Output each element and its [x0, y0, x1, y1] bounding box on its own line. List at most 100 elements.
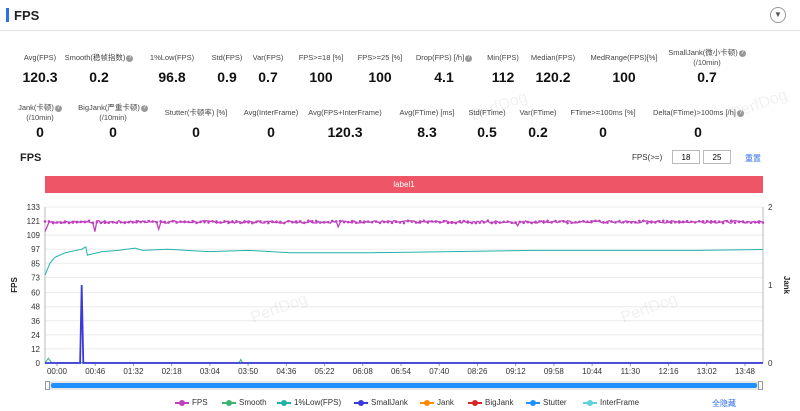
x-tick-label: 08:26 — [467, 367, 488, 376]
fps-point — [47, 220, 51, 223]
fps-point — [131, 221, 135, 224]
x-tick-label: 02:18 — [162, 367, 183, 376]
fps-point — [458, 220, 462, 223]
fps-point — [402, 221, 406, 225]
fps-point — [382, 220, 386, 224]
help-icon[interactable]: ? — [140, 104, 148, 112]
metric-metrics_row1-5: FPS>=18 [%] 100 — [276, 53, 366, 85]
fps-point — [701, 220, 705, 223]
x-tick-label: 09:12 — [506, 367, 527, 376]
legend-swatch-icon — [420, 399, 434, 407]
help-icon[interactable]: ? — [54, 104, 62, 112]
fps-point — [171, 219, 174, 223]
metric-label: Delta(FTime)>100ms [/h]? — [653, 108, 744, 118]
reset-button[interactable]: 重置 — [745, 154, 761, 163]
fps-point — [693, 221, 697, 224]
help-icon[interactable]: ? — [736, 109, 744, 117]
metric-value: 0.2 — [89, 69, 109, 85]
y-tick-label: 109 — [27, 231, 41, 240]
legend-label: InterFrame — [600, 398, 640, 407]
legend-item[interactable]: SmallJank — [354, 398, 408, 407]
fps-point — [462, 219, 466, 223]
legend-item[interactable]: 1%Low(FPS) — [277, 398, 341, 407]
time-range-scrollbar[interactable] — [45, 381, 763, 390]
metric-value: 4.1 — [434, 69, 454, 85]
metric-label: FPS>=25 [%] — [335, 53, 425, 63]
fps-point — [291, 220, 294, 224]
fps-point — [243, 220, 246, 224]
fps-threshold-2-input[interactable] — [703, 150, 731, 164]
fps-point — [115, 221, 119, 225]
fps-point — [310, 219, 314, 223]
metric-label: Stutter(卡顿率) [%] — [151, 108, 241, 118]
metric-metrics_row1-6: FPS>=25 [%] 100 — [335, 53, 425, 85]
fps-point — [733, 221, 737, 225]
scrollbar-right-handle[interactable] — [758, 381, 763, 390]
legend-item[interactable]: InterFrame — [583, 398, 639, 407]
scrollbar-left-handle[interactable] — [45, 381, 50, 390]
fps-point — [143, 220, 147, 224]
fps-point — [187, 220, 190, 224]
legend-label: FPS — [192, 398, 208, 407]
fps-point — [582, 219, 585, 223]
fps-point — [43, 220, 47, 223]
fps-threshold-label: FPS(>=) — [632, 153, 663, 162]
fps-point — [681, 220, 685, 224]
fps-point — [179, 220, 182, 223]
fps-point — [434, 220, 438, 223]
y-tick-label: 48 — [31, 303, 40, 312]
collapse-chevron-icon[interactable]: ▼ — [770, 7, 786, 23]
fps-point — [107, 221, 111, 225]
metric-label-unit: (/10min) — [693, 58, 721, 67]
metric-label: FPS>=18 [%] — [276, 53, 366, 63]
fps-threshold-1-input[interactable] — [672, 150, 700, 164]
section-title: FPS — [14, 8, 40, 23]
fps-point — [498, 221, 502, 224]
label-bar[interactable]: label1 — [45, 176, 763, 193]
hide-all-legend-button[interactable]: 全隐藏 — [712, 399, 736, 408]
series-line-1-low-fps- — [44, 246, 764, 276]
fps-point — [646, 221, 649, 225]
fps-point — [366, 220, 370, 223]
fps-point — [211, 219, 214, 223]
fps-point — [466, 220, 470, 223]
help-icon[interactable]: ? — [738, 49, 746, 57]
metric-value: 112 — [491, 69, 515, 85]
fps-point — [135, 219, 139, 223]
fps-point — [510, 221, 513, 225]
metric-label: Var(FPS) — [223, 53, 313, 63]
metric-value: 120.2 — [535, 69, 571, 85]
fps-point — [562, 220, 565, 223]
fps-point — [227, 221, 230, 225]
fps-point — [414, 221, 418, 224]
fps-point — [342, 220, 346, 224]
metric-metrics_row2-4: Avg(FPS+InterFrame) 120.3 — [300, 108, 390, 140]
legend-item[interactable]: Smooth — [222, 398, 267, 407]
fps-point — [602, 221, 605, 224]
metric-value: 0 — [109, 124, 117, 140]
fps-point — [207, 221, 210, 224]
metric-value: 96.8 — [158, 69, 186, 85]
metric-label-text: Min(FPS) — [487, 53, 519, 62]
fps-point — [753, 220, 757, 224]
legend-item[interactable]: FPS — [175, 398, 208, 407]
fps-point — [255, 220, 258, 224]
fps-point — [203, 220, 206, 224]
legend-swatch-dot — [281, 399, 287, 406]
fps-point — [642, 219, 645, 223]
help-icon[interactable]: ? — [126, 54, 134, 62]
legend-item[interactable]: BigJank — [468, 398, 513, 407]
legend-item[interactable]: Jank — [420, 398, 454, 407]
fps-point — [167, 221, 170, 224]
fps-point — [486, 219, 490, 223]
legend-item[interactable]: Stutter — [526, 398, 567, 407]
metric-value: 100 — [368, 69, 392, 85]
fps-point — [542, 220, 545, 223]
metric-label-text: Std(FTime) — [468, 108, 506, 117]
fps-point — [231, 220, 234, 224]
fps-point — [362, 220, 366, 224]
fps-point — [99, 221, 103, 225]
help-icon[interactable]: ? — [465, 54, 473, 62]
metric-label-unit: (/10min) — [99, 113, 127, 122]
